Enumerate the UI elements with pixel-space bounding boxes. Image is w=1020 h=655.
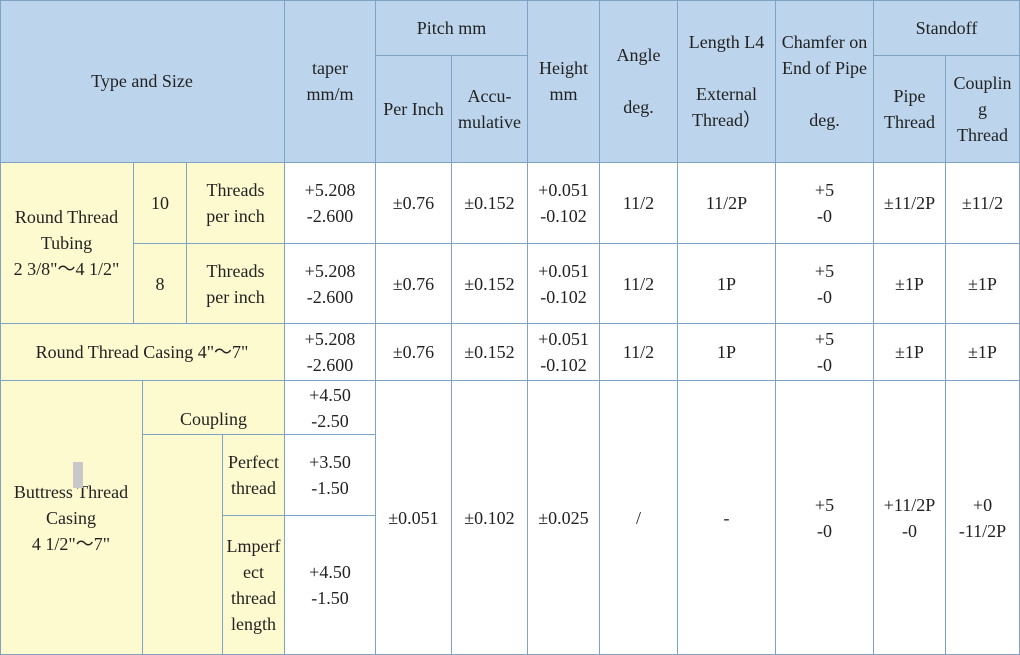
buttress-coupling-standoff: +0 -11/2P (946, 381, 1020, 655)
tubing-10-coupling-standoff: ±11/2 (946, 163, 1020, 244)
tubing-10-tpi: 10 (134, 163, 187, 244)
tubing-10-unit: Threads per inch (187, 163, 285, 244)
header-height: Height mm (528, 0, 600, 163)
buttress-perfect-taper: +3.50 -1.50 (285, 435, 376, 516)
tubing-8-chamfer: +5 -0 (776, 244, 874, 324)
header-accumulative: Accu- mulative (452, 56, 528, 163)
tubing-type-cell: Round Thread Tubing 2 3/8"～4 1/2" (0, 163, 134, 324)
buttress-chamfer: +5 -0 (776, 381, 874, 655)
casing-per-inch: ±0.76 (376, 324, 452, 381)
tubing-10-height: +0.051 -0.102 (528, 163, 600, 244)
header-angle: Angle deg. (600, 0, 678, 163)
tubing-10-accumulative: ±0.152 (452, 163, 528, 244)
tubing-8-length: 1P (678, 244, 776, 324)
tubing-10-per-inch: ±0.76 (376, 163, 452, 244)
header-pipe-thread: Pipe Thread (874, 56, 946, 163)
tubing-8-unit: Threads per inch (187, 244, 285, 324)
tubing-10-length: 11/2P (678, 163, 776, 244)
buttress-pipe-blank (143, 435, 223, 655)
casing-pipe-standoff: ±1P (874, 324, 946, 381)
tubing-10-pipe-standoff: ±11/2P (874, 163, 946, 244)
casing-type-cell: Round Thread Casing 4"～7" (0, 324, 285, 381)
tubing-8-coupling-standoff: ±1P (946, 244, 1020, 324)
casing-height: +0.051 -0.102 (528, 324, 600, 381)
casing-coupling-standoff: ±1P (946, 324, 1020, 381)
header-type-and-size: Type and Size (0, 0, 285, 163)
buttress-type-cell: Buttress Thread Casing 4 1/2"～7" (0, 381, 143, 655)
casing-accumulative: ±0.152 (452, 324, 528, 381)
header-per-inch: Per Inch (376, 56, 452, 163)
buttress-accumulative: ±0.102 (452, 381, 528, 655)
buttress-imperfect-label: Lmperf ect thread length (223, 516, 285, 655)
buttress-height: ±0.025 (528, 381, 600, 655)
buttress-length: - (678, 381, 776, 655)
casing-length: 1P (678, 324, 776, 381)
tubing-10-chamfer: +5 -0 (776, 163, 874, 244)
buttress-coupling-taper: +4.50 -2.50 (285, 381, 376, 435)
buttress-pipe-standoff: +11/2P -0 (874, 381, 946, 655)
casing-chamfer: +5 -0 (776, 324, 874, 381)
tubing-8-height: +0.051 -0.102 (528, 244, 600, 324)
header-coupling-thread: Couplin g Thread (946, 56, 1020, 163)
tubing-8-taper: +5.208 -2.600 (285, 244, 376, 324)
tubing-10-taper: +5.208 -2.600 (285, 163, 376, 244)
casing-taper: +5.208 -2.600 (285, 324, 376, 381)
marker-block (73, 462, 83, 488)
tubing-8-accumulative: ±0.152 (452, 244, 528, 324)
buttress-imperfect-taper: +4.50 -1.50 (285, 516, 376, 655)
tubing-8-pipe-standoff: ±1P (874, 244, 946, 324)
tubing-8-tpi: 8 (134, 244, 187, 324)
casing-angle: 11/2 (600, 324, 678, 381)
header-pitch-mm: Pitch mm (376, 0, 528, 56)
tubing-8-per-inch: ±0.76 (376, 244, 452, 324)
buttress-per-inch: ±0.051 (376, 381, 452, 655)
buttress-perfect-label: Perfect thread (223, 435, 285, 516)
header-standoff: Standoff (874, 0, 1020, 56)
tubing-8-angle: 11/2 (600, 244, 678, 324)
buttress-angle: / (600, 381, 678, 655)
header-chamfer: Chamfer on End of Pipe deg. (776, 0, 874, 163)
buttress-coupling-label: Coupling (143, 381, 285, 435)
tubing-10-angle: 11/2 (600, 163, 678, 244)
header-length-l4: Length L4 External Thread） (678, 0, 776, 163)
header-taper: taper mm/m (285, 0, 376, 163)
